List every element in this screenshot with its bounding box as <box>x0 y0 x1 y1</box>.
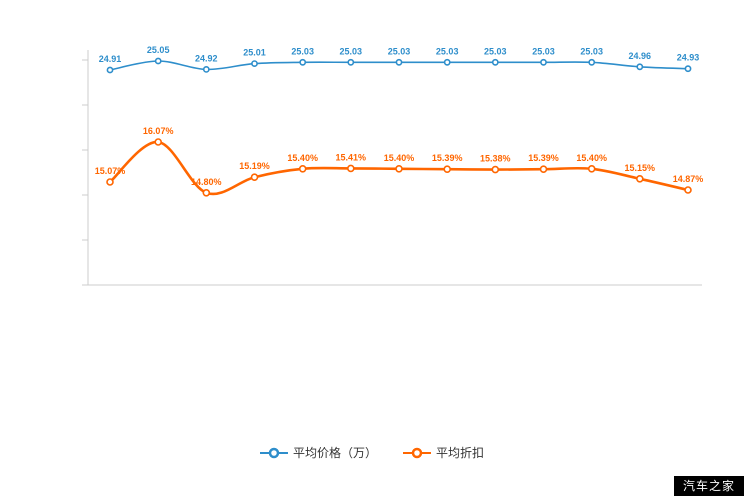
svg-text:25.03: 25.03 <box>291 46 314 56</box>
svg-text:25.01: 25.01 <box>243 48 266 58</box>
svg-text:15.39%: 15.39% <box>528 153 559 163</box>
svg-text:15.38%: 15.38% <box>480 154 511 164</box>
svg-text:24.91: 24.91 <box>99 54 122 64</box>
svg-text:25.03: 25.03 <box>436 46 459 56</box>
svg-text:25.03: 25.03 <box>484 46 507 56</box>
svg-text:25.03: 25.03 <box>340 46 363 56</box>
watermark-logo: 汽车之家 <box>673 476 744 496</box>
chart-legend: 平均价格（万） 平均折扣 <box>259 444 484 461</box>
svg-text:24.92: 24.92 <box>195 53 218 63</box>
svg-text:15.15%: 15.15% <box>625 163 656 173</box>
watermark-text: 汽车之家 <box>682 479 735 493</box>
svg-text:16.07%: 16.07% <box>143 126 174 136</box>
svg-text:15.19%: 15.19% <box>239 161 270 171</box>
svg-text:25.03: 25.03 <box>388 46 411 56</box>
legend-item-average-price[interactable]: 平均价格（万） <box>259 444 377 461</box>
legend-item-average-discount[interactable]: 平均折扣 <box>403 444 484 461</box>
svg-text:15.07%: 15.07% <box>95 166 126 176</box>
discount-series-marker-icon <box>403 447 431 458</box>
svg-text:14.80%: 14.80% <box>191 177 222 187</box>
svg-text:15.40%: 15.40% <box>287 153 318 163</box>
legend-label-average-discount: 平均折扣 <box>436 446 485 460</box>
svg-text:24.93: 24.93 <box>677 53 700 63</box>
svg-text:25.03: 25.03 <box>532 46 555 56</box>
svg-text:15.41%: 15.41% <box>336 152 367 162</box>
svg-text:25.05: 25.05 <box>147 45 170 55</box>
legend-label-average-price: 平均价格（万） <box>292 446 377 460</box>
svg-text:24.96: 24.96 <box>629 51 652 61</box>
svg-text:14.87%: 14.87% <box>673 174 704 184</box>
svg-text:15.39%: 15.39% <box>432 153 463 163</box>
svg-text:25.03: 25.03 <box>580 46 603 56</box>
svg-text:15.40%: 15.40% <box>384 153 415 163</box>
price-series-marker-icon <box>259 447 288 458</box>
svg-text:15.40%: 15.40% <box>576 153 607 163</box>
